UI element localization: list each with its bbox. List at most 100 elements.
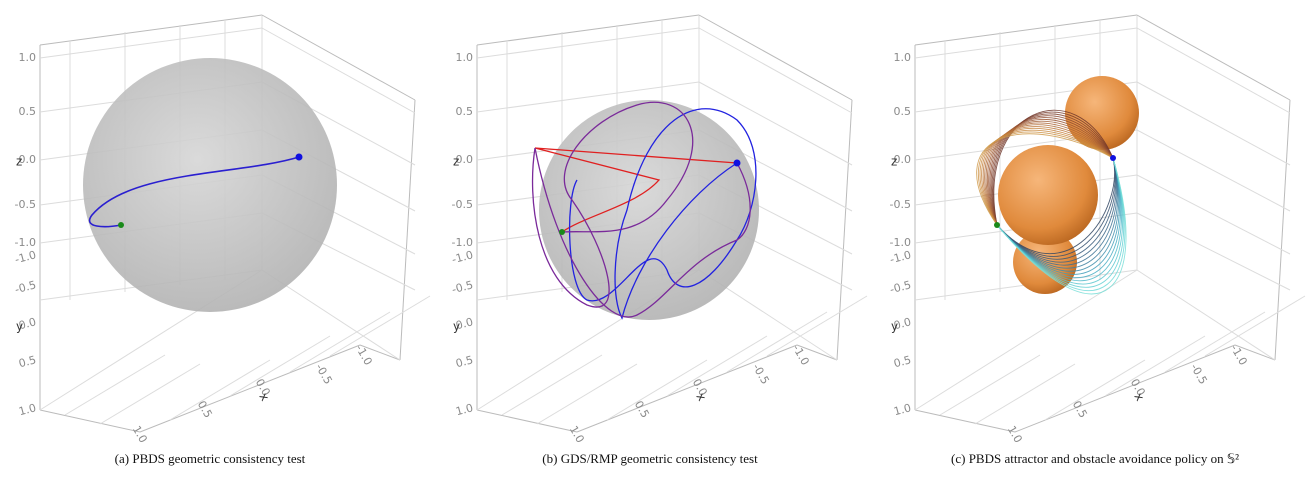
trajectory: [993, 109, 1114, 226]
x-tick-label: 0.5: [632, 399, 652, 421]
z-tick-label: 1.0: [894, 51, 912, 64]
trajectory: [996, 157, 1127, 295]
box-line: [476, 409, 578, 433]
z-tick-label: 0.5: [894, 105, 912, 118]
box-line: [476, 14, 700, 46]
z-tick-label: 0.0: [894, 153, 912, 166]
box-line: [39, 14, 263, 46]
box-line: [914, 409, 1016, 433]
trajectory: [996, 157, 1115, 254]
panel: 1.0 0.5 0.0 -0.5 -1.0 z -1.0 -0.5 0.0 0.5 1.0 y 1.0 0…: [450, 14, 868, 466]
marker: [559, 229, 565, 235]
trajectory: [996, 157, 1118, 266]
z-tick-label: -1.0: [452, 236, 473, 249]
box-line: [399, 99, 416, 361]
obstacle: [998, 145, 1098, 245]
z-tick-label: -0.5: [890, 198, 911, 211]
box-line: [1136, 27, 1291, 114]
trajectory: [989, 117, 1114, 226]
z-tick-label: 0.0: [456, 153, 474, 166]
box-line: [359, 344, 401, 361]
y-tick-label: 0.0: [454, 315, 474, 332]
y-axis-label: y: [453, 320, 460, 334]
trajectory: [996, 157, 1120, 272]
box-line: [1014, 344, 1236, 433]
trajectory: [568, 108, 757, 320]
y-axis-label: y: [16, 320, 23, 334]
trajectory: [88, 156, 300, 228]
box-line: [64, 354, 166, 416]
caption: (a) PBDS geometric consistency test: [115, 451, 306, 466]
box-line: [914, 14, 1138, 46]
trajectory: [979, 129, 1114, 226]
x-tick-label: -1.0: [1228, 343, 1250, 368]
z-tick-label: 1.0: [456, 51, 474, 64]
trajectory: [981, 128, 1114, 226]
box-line: [974, 363, 1076, 425]
trajectory: [996, 157, 1124, 285]
box-line: [939, 354, 1041, 416]
box-line: [1136, 129, 1291, 212]
trajectory: [977, 131, 1114, 226]
z-axis-label: z: [453, 155, 459, 169]
box-line: [1136, 14, 1291, 101]
trajectory: [982, 126, 1114, 226]
x-tick-label: 1.0: [130, 424, 150, 446]
sphere: [539, 100, 759, 320]
x-tick-label: 0.5: [1070, 399, 1090, 421]
trajectory: [996, 157, 1117, 263]
box-line: [1164, 311, 1266, 373]
box-line: [698, 81, 853, 166]
box-line: [606, 359, 708, 421]
box-line: [261, 27, 416, 114]
y-axis-label: y: [891, 320, 898, 334]
box-line: [1136, 212, 1291, 291]
z-tick-label: 0.5: [19, 105, 37, 118]
y-tick-label: 0.5: [892, 353, 912, 370]
box-line: [39, 409, 141, 433]
trajectory: [991, 113, 1114, 226]
box-line: [1274, 99, 1291, 361]
z-tick-label: 0.5: [456, 105, 474, 118]
caption: (c) PBDS attractor and obstacle avoidanc…: [951, 451, 1239, 466]
marker: [295, 153, 303, 161]
box-line: [476, 27, 700, 59]
box-line: [1044, 359, 1146, 421]
box-line: [261, 14, 416, 101]
z-tick-label: -0.5: [452, 198, 473, 211]
y-tick-label: -1.0: [888, 248, 912, 266]
z-tick-label: -1.0: [890, 236, 911, 249]
trajectory: [996, 157, 1117, 260]
box-line: [914, 269, 1138, 411]
box-line: [836, 99, 853, 361]
box-line: [169, 359, 271, 421]
y-tick-label: 0.0: [892, 315, 912, 332]
trajectory: [984, 124, 1114, 226]
trajectory: [976, 133, 1114, 226]
box-line: [289, 311, 391, 373]
y-tick-label: 0.0: [17, 315, 37, 332]
box-line: [501, 354, 603, 416]
x-tick-label: -1.0: [790, 343, 812, 368]
box-line: [796, 344, 838, 361]
x-tick-label: -0.5: [313, 362, 335, 387]
y-tick-label: -0.5: [450, 278, 474, 296]
y-tick-label: 1.0: [892, 401, 912, 418]
box-line: [1204, 295, 1306, 357]
box-line: [1136, 269, 1276, 361]
trajectory: [996, 157, 1121, 278]
x-tick-label: 0.5: [195, 399, 215, 421]
box-line: [1136, 174, 1291, 255]
caption: (b) GDS/RMP geometric consistency test: [542, 451, 758, 466]
box-line: [766, 295, 868, 357]
trajectory: [996, 157, 1126, 291]
trajectory: [996, 157, 1122, 282]
y-tick-label: 1.0: [454, 401, 474, 418]
y-tick-label: -0.5: [888, 278, 912, 296]
box-line: [726, 311, 828, 373]
box-line: [99, 363, 201, 425]
marker: [994, 222, 1000, 228]
box-line: [1234, 344, 1276, 361]
y-tick-label: -1.0: [450, 248, 474, 266]
